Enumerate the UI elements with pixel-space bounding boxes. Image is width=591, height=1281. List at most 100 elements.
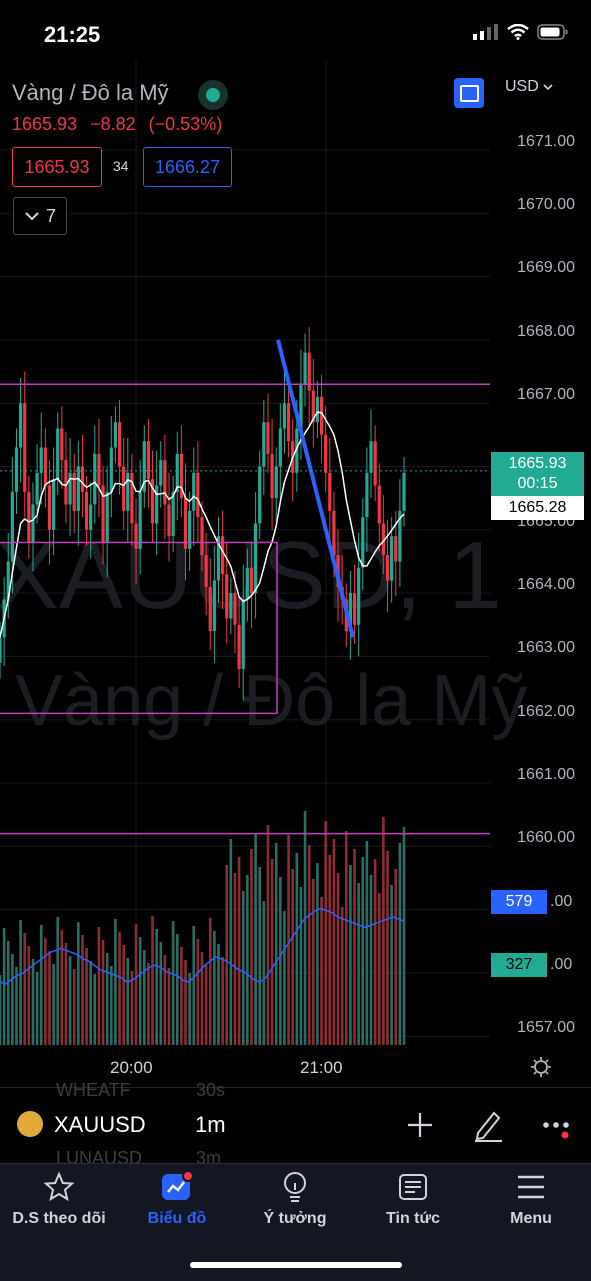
volume-bar: [299, 887, 303, 1045]
candle-body: [369, 441, 373, 473]
volume-bar: [72, 969, 76, 1045]
candle-body: [10, 491, 14, 562]
volume-bar: [68, 956, 72, 1045]
nav-ideas[interactable]: Ý tưởng: [236, 1170, 354, 1228]
candle-body: [377, 485, 381, 524]
moving-average-line: [0, 411, 405, 638]
volume-bar: [134, 924, 138, 1045]
candle-body: [47, 485, 52, 530]
timeframe-selector[interactable]: 1m: [195, 1112, 226, 1137]
candle-body: [72, 472, 76, 511]
watermark-description: Vàng / Đô la Mỹ: [15, 661, 527, 741]
nav-news[interactable]: Tin tức: [354, 1170, 472, 1228]
volume-bar: [151, 916, 154, 1045]
volume-bar: [349, 865, 352, 1045]
candle-body: [278, 428, 282, 467]
candle-body: [64, 460, 68, 505]
candle-body: [51, 479, 56, 530]
price-axis-label: 1657.00: [517, 1019, 575, 1036]
candle-body: [126, 472, 130, 511]
candle-body: [183, 498, 188, 549]
candle-body: [270, 453, 274, 499]
candle-body: [365, 472, 369, 518]
nav-menu[interactable]: Menu: [472, 1170, 590, 1228]
candle-body: [249, 567, 254, 594]
range-box: [0, 541, 278, 715]
currency-selector[interactable]: USD: [505, 78, 553, 96]
candle-body: [56, 428, 60, 480]
price-axis-label-partial: .00: [550, 893, 573, 910]
price-axis-label: 1670.00: [517, 196, 575, 213]
volume-bar: [386, 851, 389, 1045]
volume-bar: [60, 930, 64, 1045]
volume-bar: [229, 839, 233, 1045]
candle-body: [138, 491, 142, 549]
price-axis-label: 1661.00: [517, 766, 575, 783]
price-axis-label-partial: .00: [550, 956, 573, 973]
chart-icon: [162, 1170, 194, 1200]
candle-body: [200, 517, 204, 556]
candle-body: [14, 447, 19, 492]
candle-body: [258, 466, 262, 524]
candle-body: [167, 504, 171, 537]
buy-price-button[interactable]: 1666.27: [143, 147, 232, 187]
candle-body: [27, 491, 31, 543]
nav-chart[interactable]: Biểu đồ: [118, 1170, 236, 1228]
candle-body: [385, 555, 390, 581]
candle-body: [113, 422, 118, 448]
drawing-pen-icon[interactable]: [472, 1108, 504, 1142]
fullscreen-icon[interactable]: [454, 78, 484, 108]
symbol-description[interactable]: Vàng / Đô la Mỹ: [12, 80, 169, 105]
nav-watchlist[interactable]: D.S theo dõi: [0, 1170, 118, 1228]
sell-price-button[interactable]: 1665.93: [12, 147, 102, 187]
candle-body: [245, 567, 249, 600]
volume-bar: [225, 865, 229, 1045]
indicators-toggle-button[interactable]: 7: [13, 197, 67, 235]
candle-body: [196, 472, 200, 518]
candle-body: [93, 453, 97, 505]
volume-bar: [142, 950, 146, 1045]
candle-body: [241, 599, 245, 670]
add-plus-icon[interactable]: [406, 1111, 434, 1139]
symbol-selector[interactable]: XAUUSD: [54, 1112, 146, 1137]
candle-body: [348, 593, 353, 632]
candle-body: [19, 403, 23, 448]
candle-body: [357, 567, 361, 625]
candle-body: [208, 586, 212, 632]
volume-bar: [324, 821, 327, 1045]
volume-bar: [101, 940, 105, 1045]
price-axis-label: 1662.00: [517, 703, 575, 720]
drawings[interactable]: [0, 339, 490, 835]
candle-body: [31, 504, 35, 543]
more-options-icon[interactable]: [540, 1114, 574, 1142]
candle-body: [307, 352, 311, 391]
price-chart[interactable]: XAUUSD, 1 Vàng / Đô la Mỹ: [0, 60, 591, 1060]
volume-bar: [357, 883, 360, 1045]
volume-bar: [2, 928, 6, 1045]
volume-bar: [344, 831, 348, 1045]
candle-body: [43, 447, 47, 486]
volume-bar: [105, 953, 109, 1045]
candle-body: [390, 536, 394, 581]
volume-bar: [130, 971, 134, 1045]
volume-bar: [188, 973, 191, 1045]
battery-icon: [537, 24, 568, 40]
nav-label: Biểu đồ: [147, 1210, 207, 1227]
market-open-indicator: [198, 80, 228, 110]
volume-bar: [138, 937, 142, 1045]
volume-bar: [15, 967, 18, 1045]
candle-body: [117, 422, 122, 467]
volume-bar: [250, 849, 253, 1045]
spread-value: 34: [113, 158, 129, 174]
candle-body: [60, 428, 64, 461]
volume-bar: [246, 875, 249, 1045]
candle-body: [398, 510, 402, 562]
chevron-down-icon: [25, 212, 39, 221]
candle-body: [253, 523, 258, 594]
ghost-symbol: WHEATF: [56, 1080, 131, 1100]
volume-bar: [118, 932, 121, 1045]
volume-bar: [184, 960, 187, 1045]
ma-value-tag: 1665.28: [491, 496, 584, 520]
chart-settings-gear-icon[interactable]: [530, 1056, 552, 1078]
volume-bar: [390, 885, 393, 1045]
